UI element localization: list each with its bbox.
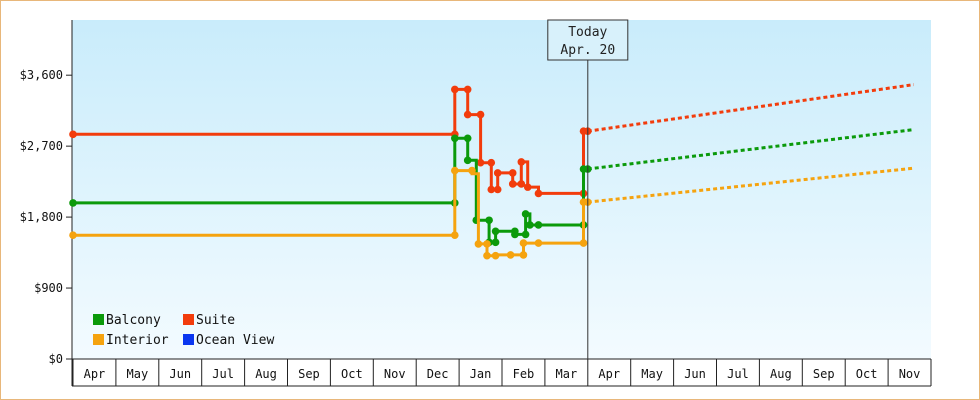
today-marker: Today Apr. 20 [547,19,629,359]
legend-swatch-suite [183,314,194,325]
data-point-interior [491,251,500,260]
month-label: Oct [856,367,878,381]
data-point-interior [519,239,528,247]
data-point-suite [69,130,77,139]
data-point-balcony [534,221,543,229]
data-point-interior [451,166,459,175]
month-label: Jun [684,367,706,381]
month-label: Jul [727,367,749,381]
data-point-interior [534,239,543,247]
data-point-suite [487,158,496,167]
month-label: Apr [84,367,106,381]
data-point-interior [468,166,476,175]
data-point-suite [534,189,543,198]
data-point-suite [517,180,526,188]
data-point-suite [523,183,532,191]
data-point-interior [506,251,515,259]
data-point-interior [69,231,77,240]
month-label: Oct [341,367,363,381]
data-point-balcony [463,134,472,143]
y-tick-label: $2,700 [20,139,63,153]
data-point-balcony [521,230,530,239]
month-label: Aug [770,367,792,381]
data-point-interior [519,251,528,259]
data-point-interior [483,251,491,260]
legend-label-balcony: Balcony [106,313,161,328]
legend-swatch-ocean-view [183,334,194,345]
x-axis: Apr May Jun Jul Aug Sep Oct Nov Dec Jan Feb Mar Apr M… [72,358,932,387]
month-label: Jul [212,367,234,381]
data-point-interior [579,239,588,247]
data-point-interior [474,240,483,248]
series-projection-balcony [587,128,914,171]
legend-swatch-interior [93,334,104,345]
month-label: Jan [470,367,492,381]
data-point-balcony [463,156,472,165]
month-label: Sep [813,367,835,381]
month-label: Mar [556,367,578,381]
month-label: Sep [298,367,320,381]
data-point-balcony [491,227,500,236]
data-point-balcony [69,199,77,207]
y-tick-label: $1,800 [20,210,63,224]
data-point-interior [483,240,491,248]
data-point-balcony [526,221,534,229]
data-point-suite [508,169,517,177]
data-point-suite [517,158,526,166]
data-point-balcony [491,238,500,247]
data-point-suite [493,185,502,194]
month-label: Nov [899,367,921,381]
month-label: Feb [513,367,535,381]
data-point-interior [451,231,459,240]
legend-swatch-balcony [93,314,104,325]
month-label: Aug [255,367,277,381]
data-point-balcony [485,216,493,225]
y-tick-label: $900 [34,281,63,295]
y-tick-label: $3,600 [20,68,63,82]
data-point-suite [487,185,496,194]
data-point-balcony [521,210,530,218]
data-point-suite [463,110,472,119]
legend-label-ocean-view: Ocean View [196,333,274,348]
series-projection-interior [587,166,914,204]
legend: Balcony Suite Interior Ocean View [93,313,274,348]
data-point-suite [476,158,485,167]
month-label: Dec [427,367,449,381]
legend-label-suite: Suite [196,313,235,328]
series-line-interior [73,169,588,258]
series-layer [69,83,915,260]
today-label: Today [568,25,607,40]
y-axis: $0 $900 $1,800 $2,700 $3,600 [20,20,73,386]
data-point-suite [463,85,472,94]
month-label: Apr [598,367,620,381]
legend-label-interior: Interior [106,333,169,348]
data-point-balcony [451,134,459,143]
y-tick-label: $0 [49,352,63,366]
data-point-suite [508,180,517,188]
series-projection-suite [587,83,915,133]
month-label: Nov [384,367,406,381]
data-point-suite [451,85,459,94]
month-label: Jun [169,367,191,381]
today-date: Apr. 20 [560,43,615,58]
month-label: May [641,367,663,381]
data-point-suite [476,110,485,119]
data-point-balcony [511,230,519,239]
month-label: May [127,367,149,381]
today-box [547,19,629,61]
data-point-suite [493,169,502,177]
